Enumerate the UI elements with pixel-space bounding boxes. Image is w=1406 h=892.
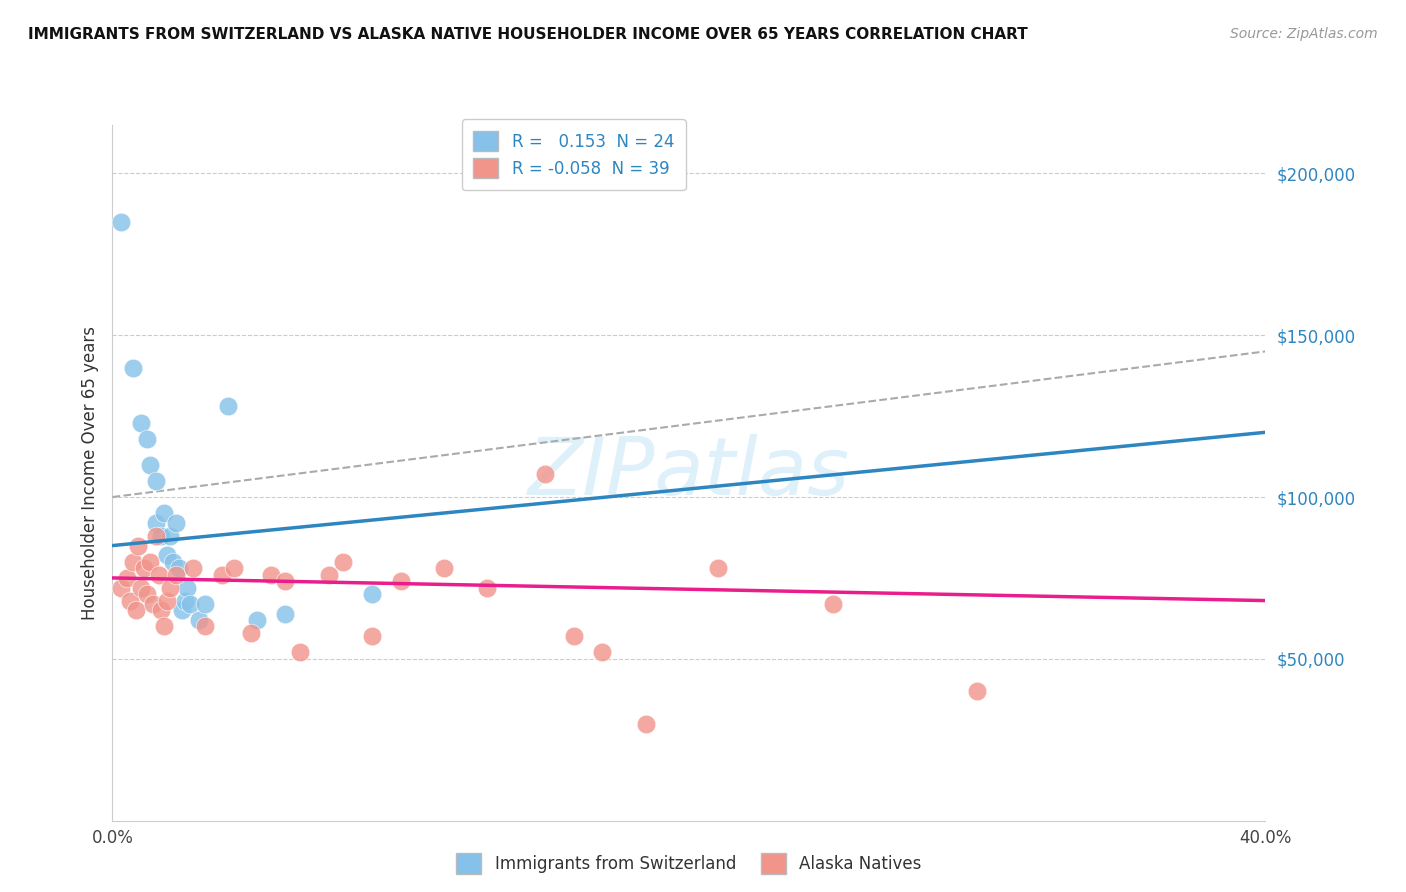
Point [318,567,340,582]
Point [145,474,167,488]
Point [139,555,162,569]
Point [194,619,217,633]
Point [153,619,176,633]
Point [121,360,143,375]
Point [274,574,297,589]
Point [274,607,297,621]
Point [966,684,988,698]
Y-axis label: Householder Income Over 65 years: Householder Income Over 65 years [80,326,98,620]
Point [217,400,239,414]
Point [533,467,555,482]
Point [110,215,132,229]
Point [260,567,283,582]
Point [389,574,412,589]
Point [159,581,181,595]
Point [181,561,204,575]
Point [121,555,143,569]
Point [706,561,728,575]
Point [170,603,193,617]
Point [159,529,181,543]
Point [153,506,176,520]
Point [134,561,156,575]
Point [245,613,267,627]
Point [115,571,138,585]
Point [127,539,149,553]
Point [288,645,311,659]
Point [142,597,165,611]
Legend: Immigrants from Switzerland, Alaska Natives: Immigrants from Switzerland, Alaska Nati… [449,845,929,882]
Point [124,603,146,617]
Point [433,561,456,575]
Point [475,581,498,595]
Point [176,581,198,595]
Point [173,593,195,607]
Point [179,597,201,611]
Point [145,529,167,543]
Point [145,516,167,530]
Point [148,567,170,582]
Point [165,516,187,530]
Point [139,458,162,472]
Point [592,645,614,659]
Point [188,613,211,627]
Point [211,567,233,582]
Point [332,555,354,569]
Point [136,587,159,601]
Text: Source: ZipAtlas.com: Source: ZipAtlas.com [1230,27,1378,41]
Point [821,597,844,611]
Point [162,555,184,569]
Point [222,561,245,575]
Point [165,567,187,582]
Point [360,587,382,601]
Text: ZIPatlas: ZIPatlas [527,434,851,512]
Point [150,603,173,617]
Point [136,432,159,446]
Point [150,529,173,543]
Point [562,629,585,643]
Point [634,716,657,731]
Point [110,581,132,595]
Point [129,416,153,430]
Point [129,581,153,595]
Point [194,597,217,611]
Point [118,593,141,607]
Point [167,561,190,575]
Point [156,549,179,563]
Point [156,593,179,607]
Text: IMMIGRANTS FROM SWITZERLAND VS ALASKA NATIVE HOUSEHOLDER INCOME OVER 65 YEARS CO: IMMIGRANTS FROM SWITZERLAND VS ALASKA NA… [28,27,1028,42]
Point [239,626,262,640]
Point [360,629,382,643]
